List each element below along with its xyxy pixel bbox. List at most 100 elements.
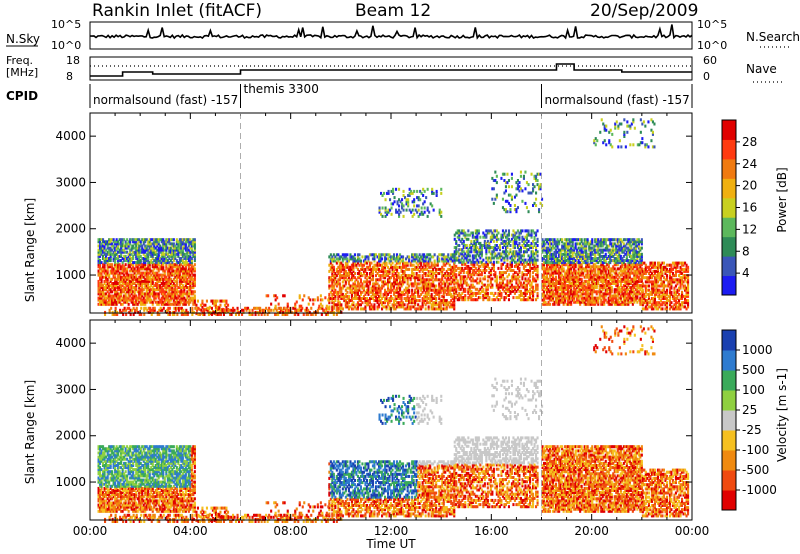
power-cell	[115, 290, 118, 294]
power-cell	[555, 240, 558, 244]
power-cell	[180, 246, 183, 250]
power-cell	[356, 305, 359, 309]
power-cell	[476, 258, 479, 262]
power-cell	[477, 248, 480, 252]
power-cell	[172, 254, 175, 258]
power-cell	[524, 298, 527, 302]
power-cell	[190, 292, 193, 296]
power-cell	[433, 297, 436, 300]
power-cell	[455, 256, 458, 260]
power-cell	[109, 257, 112, 260]
power-cell	[384, 280, 387, 284]
power-cell	[568, 279, 571, 283]
power-cell	[530, 256, 533, 260]
power-cell	[549, 261, 552, 265]
power-cell	[114, 279, 117, 283]
power-cell	[555, 244, 558, 248]
power-cell	[435, 297, 438, 300]
power-cell	[461, 277, 464, 281]
power-cell	[583, 244, 586, 248]
power-cell	[118, 248, 121, 252]
power-cell	[577, 271, 580, 275]
power-cell	[571, 282, 574, 285]
power-cell	[166, 252, 169, 256]
power-cell	[438, 253, 441, 257]
power-cell	[346, 253, 349, 257]
power-cell	[546, 246, 549, 250]
power-cell	[400, 276, 403, 280]
power-cell	[558, 300, 561, 304]
power-cell	[429, 265, 432, 269]
power-cell	[447, 303, 450, 307]
power-cell	[512, 285, 515, 289]
power-cell	[184, 292, 187, 296]
power-cell	[414, 301, 417, 305]
power-cell	[387, 278, 390, 282]
power-cell	[586, 294, 589, 298]
power-cell	[459, 294, 462, 297]
power-cell	[190, 286, 193, 290]
power-cell	[598, 284, 601, 288]
power-cell	[527, 239, 530, 243]
power-cell	[582, 242, 585, 246]
power-cell	[564, 296, 567, 300]
power-cell	[347, 276, 350, 280]
power-cell	[506, 283, 509, 287]
power-cell	[585, 267, 588, 271]
power-cell	[467, 298, 470, 302]
power-cell	[515, 254, 518, 258]
power-cell	[144, 244, 147, 248]
power-cell	[163, 271, 166, 275]
power-cell	[447, 276, 450, 280]
power-cell	[365, 280, 368, 284]
power-cell	[106, 267, 109, 271]
power-cell	[184, 238, 187, 242]
power-cell	[178, 238, 181, 242]
power-cell	[570, 300, 573, 304]
power-cell	[192, 302, 195, 306]
power-cell	[533, 256, 536, 260]
power-cell	[435, 267, 438, 271]
power-cell	[486, 264, 489, 268]
power-cell	[117, 269, 120, 273]
power-cell	[193, 242, 196, 246]
power-cell	[388, 305, 391, 309]
power-cell	[451, 303, 454, 307]
power-cell	[222, 299, 225, 303]
power-cell	[468, 287, 471, 291]
power-cell	[142, 252, 145, 256]
power-cell	[500, 271, 503, 275]
power-cell	[492, 262, 495, 266]
power-cell	[103, 248, 106, 252]
power-cell	[184, 267, 187, 271]
power-cell	[553, 300, 556, 304]
power-cell	[421, 274, 424, 278]
power-cell	[556, 296, 559, 300]
power-cell	[358, 263, 361, 267]
power-cell	[388, 267, 391, 271]
power-cell	[157, 248, 160, 252]
power-cell	[193, 277, 196, 281]
power-cell	[123, 298, 126, 302]
power-cell	[135, 246, 138, 250]
power-cell	[426, 292, 429, 296]
power-cell	[495, 279, 498, 283]
power-cell	[456, 283, 459, 287]
power-cell	[169, 267, 172, 271]
power-cell	[474, 246, 477, 250]
power-cell	[524, 260, 527, 264]
power-cell	[585, 238, 588, 242]
power-cell	[111, 242, 114, 246]
power-cell	[553, 246, 556, 250]
power-cell	[347, 267, 350, 271]
power-cell	[567, 257, 570, 260]
power-cell	[362, 297, 365, 300]
power-cell	[579, 284, 582, 288]
power-cell	[353, 259, 356, 263]
freq-trace	[90, 63, 692, 77]
power-cell	[535, 262, 538, 266]
power-cell	[391, 303, 394, 307]
power-cell	[549, 238, 552, 242]
power-cell	[120, 277, 123, 281]
power-cell	[418, 274, 421, 278]
